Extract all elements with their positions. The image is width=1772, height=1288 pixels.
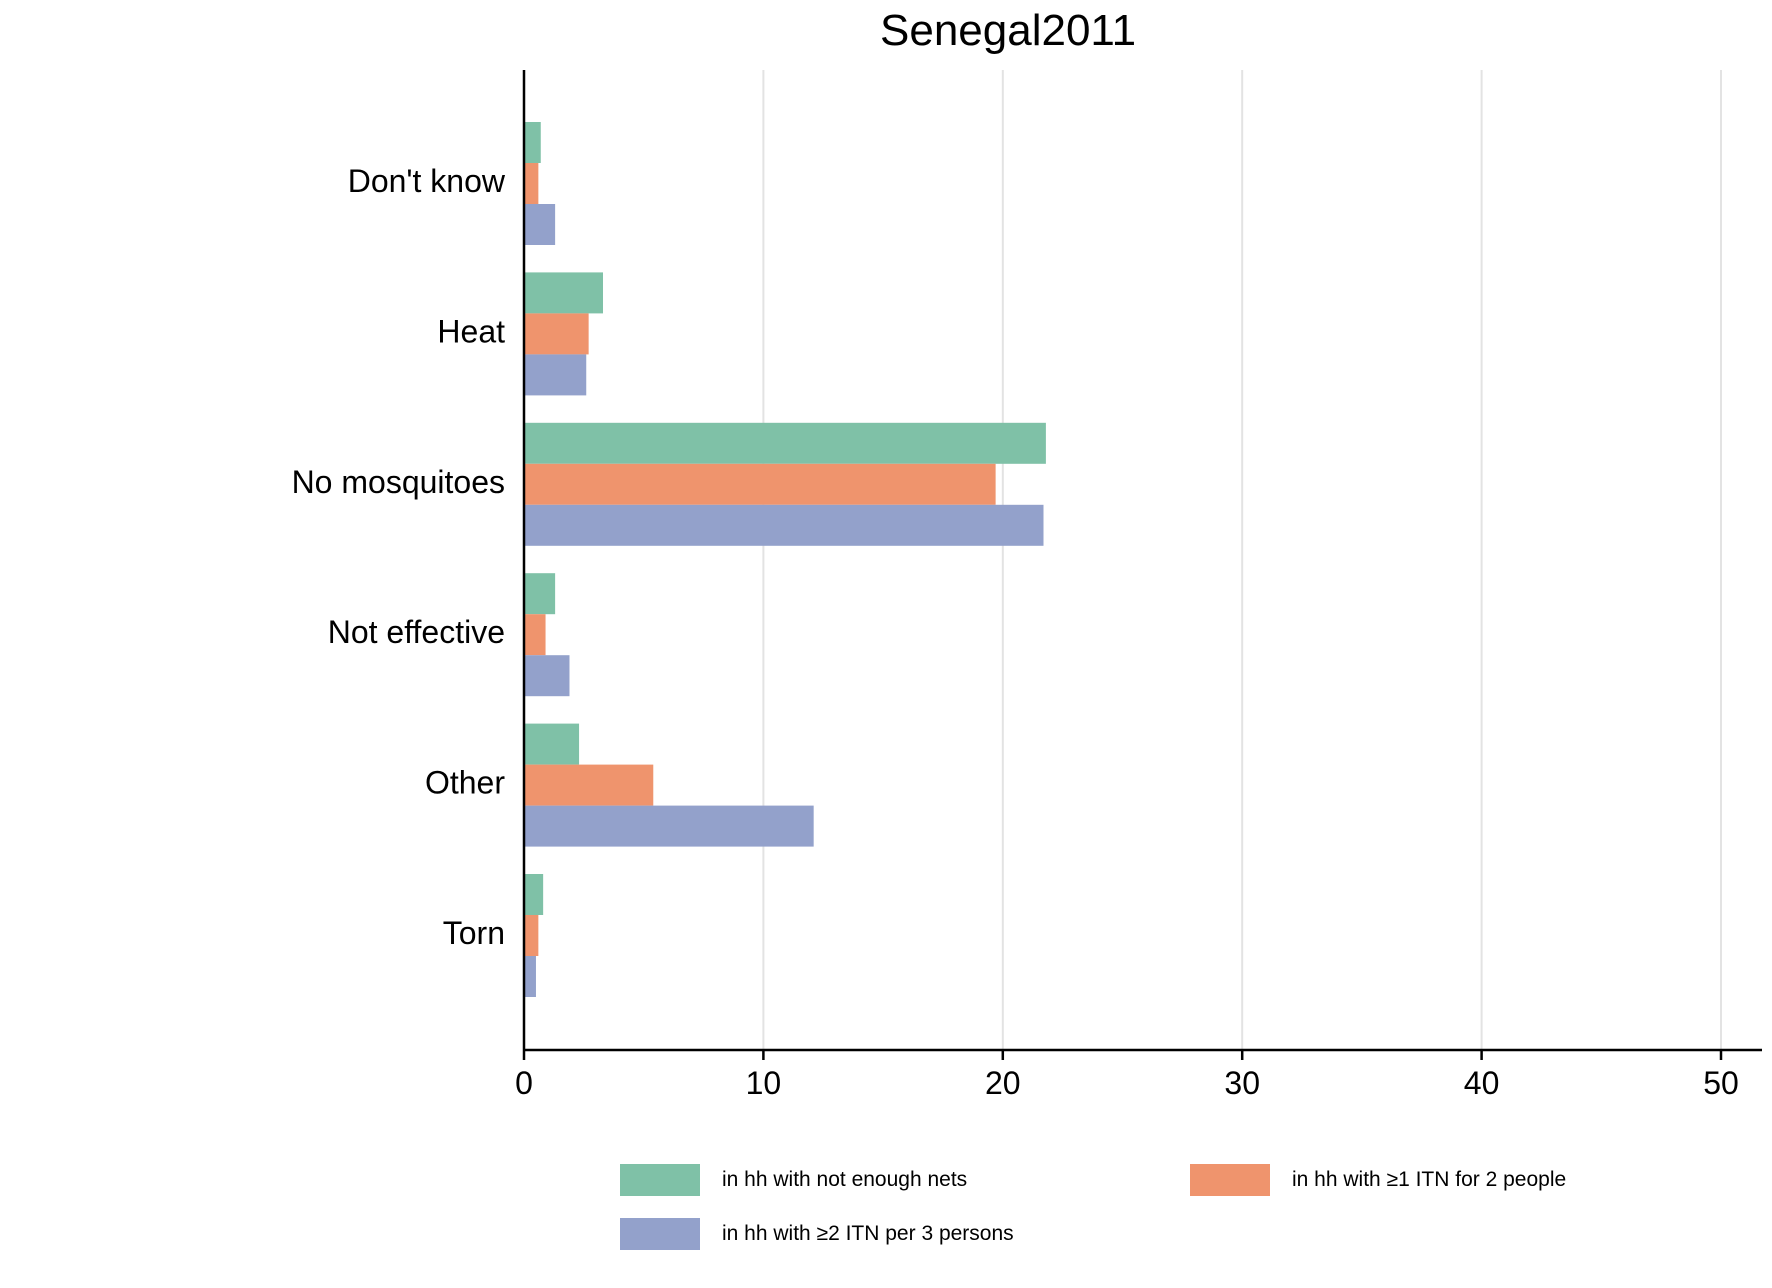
- bar: [524, 764, 654, 806]
- y-tick-label: Heat: [437, 313, 505, 349]
- bar: [524, 422, 1046, 464]
- bar: [524, 573, 556, 615]
- y-tick-label: No mosquitoes: [292, 464, 505, 500]
- bar: [524, 272, 604, 314]
- bar: [524, 805, 814, 847]
- y-tick-label: Other: [425, 765, 505, 801]
- bar: [524, 655, 570, 697]
- bar: [524, 463, 996, 505]
- x-tick-label: 50: [1703, 1065, 1739, 1101]
- bar: [524, 122, 541, 163]
- bar: [524, 874, 544, 915]
- x-tick-label: 0: [515, 1065, 533, 1101]
- bar: [524, 915, 539, 956]
- bar: [524, 723, 580, 765]
- bar: [524, 163, 539, 204]
- bar: [524, 504, 1044, 546]
- y-tick-label: Torn: [443, 915, 505, 951]
- x-tick-label: 20: [985, 1065, 1021, 1101]
- y-tick-label: Don't know: [348, 163, 506, 199]
- bar: [524, 313, 589, 355]
- x-tick-label: 30: [1224, 1065, 1260, 1101]
- x-tick-label: 10: [746, 1065, 782, 1101]
- chart-title: Senegal2011: [880, 6, 1137, 55]
- bar: [524, 956, 536, 997]
- bar: [524, 614, 546, 656]
- x-tick-label: 40: [1464, 1065, 1500, 1101]
- bar: [524, 204, 556, 245]
- y-tick-label: Not effective: [328, 614, 505, 650]
- bar: [524, 354, 587, 396]
